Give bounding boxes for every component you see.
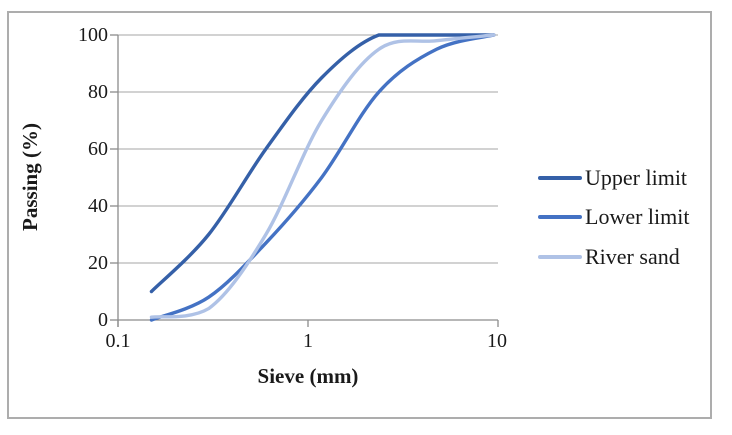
x-axis-title: Sieve (mm) — [257, 364, 359, 388]
legend-item-lower-limit: Lower limit — [538, 202, 689, 232]
chart-frame — [7, 11, 712, 419]
y-tick-label: 40 — [88, 195, 108, 217]
y-tick-label: 100 — [78, 24, 108, 46]
y-tick-label: 0 — [98, 309, 108, 331]
x-tick-label: 1 — [303, 330, 313, 352]
legend-label: Lower limit — [585, 204, 690, 229]
legend-line-icon — [538, 255, 582, 259]
y-tick-label: 80 — [88, 81, 108, 103]
legend-item-river-sand: River sand — [538, 242, 680, 272]
legend-item-upper-limit: Upper limit — [538, 163, 687, 193]
legend-line-icon — [538, 176, 582, 180]
x-tick-label: 0.1 — [105, 330, 131, 352]
y-tick-label: 20 — [88, 252, 108, 274]
legend-label: Upper limit — [585, 165, 688, 190]
x-tick-label: 10 — [487, 330, 507, 352]
legend-label: River sand — [585, 244, 680, 269]
y-tick-label: 60 — [88, 138, 108, 160]
legend-line-icon — [538, 215, 582, 219]
y-axis-title: Passing (%) — [18, 123, 42, 231]
